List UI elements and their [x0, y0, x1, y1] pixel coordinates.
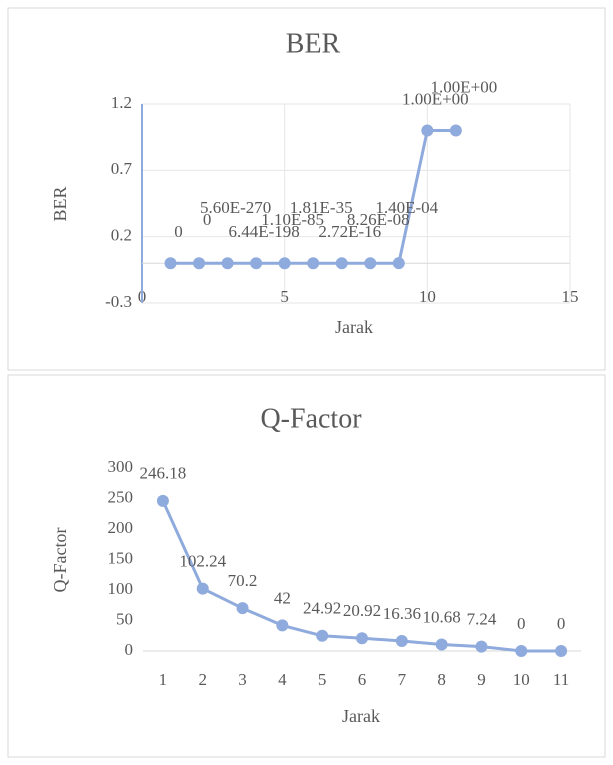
y-tick-label: 0.2	[111, 226, 132, 245]
chart-title: Q-Factor	[260, 403, 362, 434]
data-point	[316, 629, 329, 642]
data-label: 0	[174, 222, 183, 241]
data-label: 1.00E+00	[402, 89, 469, 108]
data-label: 20.92	[343, 601, 381, 620]
x-tick-label: 8	[437, 670, 446, 689]
data-point	[435, 638, 448, 651]
data-point	[395, 635, 408, 648]
data-point	[236, 602, 249, 615]
x-tick-label: 9	[477, 670, 486, 689]
data-label: 10.68	[423, 607, 461, 626]
x-tick-label: 1	[159, 670, 168, 689]
data-label: 70.2	[228, 571, 258, 590]
data-point	[164, 257, 177, 270]
data-label: 6.44E-198	[228, 222, 299, 241]
data-label: 0	[557, 614, 566, 633]
data-label: 1.00E+00	[430, 77, 497, 96]
data-label: 1.40E-04	[375, 198, 438, 217]
data-point	[278, 257, 291, 270]
x-tick-label: 15	[562, 287, 579, 306]
data-point	[307, 257, 320, 270]
x-tick-label: 4	[278, 670, 287, 689]
data-label: 42	[274, 588, 291, 607]
chart-frame	[7, 374, 606, 758]
x-axis-title: Jarak	[342, 706, 380, 726]
y-tick-label: 250	[108, 487, 134, 506]
data-point	[156, 494, 169, 507]
data-point	[449, 124, 462, 137]
data-point	[250, 257, 263, 270]
data-point	[335, 257, 348, 270]
data-label: 102.24	[179, 552, 226, 571]
y-tick-label: 300	[108, 457, 134, 476]
y-tick-label: 150	[108, 548, 134, 567]
y-tick-label: 0	[125, 640, 134, 659]
y-tick-label: 100	[108, 579, 134, 598]
y-axis-title: Q-Factor	[50, 528, 70, 593]
data-label: 2.72E-16	[318, 222, 381, 241]
x-tick-label: 6	[358, 670, 367, 689]
x-tick-label: 5	[280, 287, 289, 306]
data-point	[221, 257, 234, 270]
data-point	[276, 619, 289, 632]
x-tick-label: 11	[553, 670, 569, 689]
data-point	[356, 632, 368, 645]
y-tick-label: 200	[108, 518, 134, 537]
data-point	[193, 257, 206, 270]
data-label: 1.10E-85	[261, 210, 324, 229]
data-label: 0	[517, 614, 526, 633]
x-tick-label: 10	[513, 670, 530, 689]
y-axis-title: BER	[50, 186, 70, 221]
data-point	[555, 645, 568, 657]
data-point	[515, 645, 528, 657]
data-label: 24.92	[303, 599, 341, 618]
chart-frame	[7, 7, 606, 371]
data-label: 7.24	[467, 609, 497, 628]
x-tick-label: 5	[318, 670, 327, 689]
x-axis-title: Jarak	[335, 317, 373, 337]
data-label: 246.18	[140, 464, 187, 483]
data-point	[475, 640, 488, 653]
data-point	[364, 257, 377, 270]
data-label: 8.26E-08	[347, 210, 410, 229]
data-label: 0	[203, 210, 212, 229]
x-tick-label: 10	[419, 287, 436, 306]
chart-title: BER	[286, 28, 341, 59]
data-label: 5.60E-270	[200, 198, 271, 217]
data-label: 16.36	[383, 604, 421, 623]
data-point	[196, 582, 209, 595]
y-tick-label: 0.7	[111, 159, 133, 178]
data-point	[421, 124, 434, 137]
x-tick-label: 2	[198, 670, 207, 689]
data-label: 1.81E-35	[290, 198, 353, 217]
x-tick-label: 7	[398, 670, 407, 689]
y-tick-label: 1.2	[111, 93, 132, 112]
y-tick-label: 50	[116, 609, 133, 628]
x-tick-label: 3	[238, 670, 247, 689]
data-point	[392, 257, 405, 270]
y-tick-label: -0.3	[105, 292, 132, 311]
